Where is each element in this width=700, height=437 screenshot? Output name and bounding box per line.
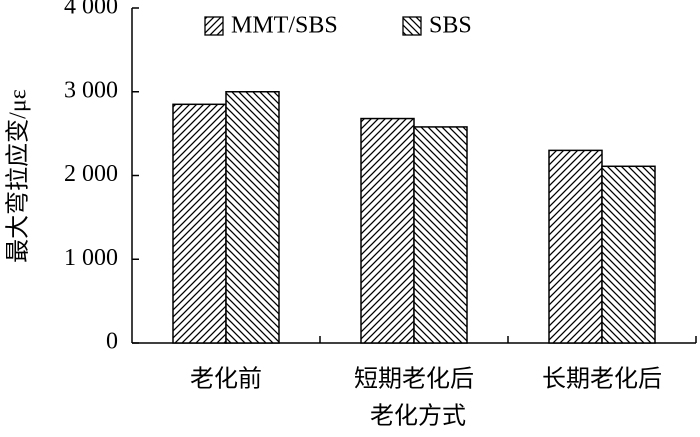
bar <box>360 117 415 344</box>
x-tick-label: 老化前 <box>190 366 262 393</box>
y-tick-label: 4 000 <box>64 0 118 20</box>
x-tick-label: 长期老化后 <box>542 366 662 393</box>
bar <box>601 165 656 344</box>
x-tick-label: 短期老化后 <box>354 366 474 393</box>
legend-swatch <box>204 16 224 36</box>
x-axis-label: 老化方式 <box>370 403 466 430</box>
y-tick-label: 0 <box>106 329 118 355</box>
y-tick-label: 3 000 <box>64 77 118 103</box>
y-tick-label: 2 000 <box>64 161 118 187</box>
bar <box>225 91 280 344</box>
legend-label: SBS <box>429 13 472 39</box>
y-axis-label: 最大弯拉应变/με <box>5 89 32 263</box>
legend-swatch <box>402 16 422 36</box>
legend-label: MMT/SBS <box>231 13 338 39</box>
bar <box>413 126 468 344</box>
bar <box>548 149 603 344</box>
bar <box>172 103 227 344</box>
y-tick-label: 1 000 <box>64 245 118 271</box>
